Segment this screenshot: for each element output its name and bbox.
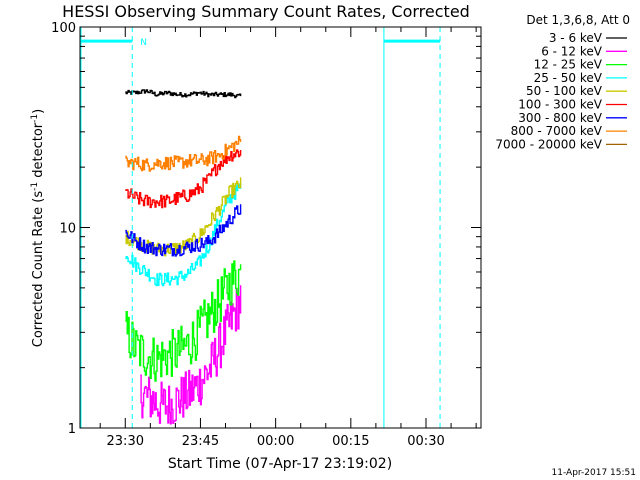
legend-label: 800 - 7000 keV: [511, 124, 603, 138]
indicator-layer: N: [80, 27, 441, 428]
series-line: [125, 89, 242, 99]
y-tick-label: 1: [68, 422, 76, 437]
indicator-label: N: [140, 38, 147, 48]
legend-label: 100 - 300 keV: [518, 98, 602, 112]
legend-header: Det 1,3,6,8, Att 0: [526, 13, 630, 27]
y-tick-label: 10: [59, 222, 76, 237]
y-axis-label-end: ): [31, 109, 46, 114]
series-line: [125, 135, 242, 172]
y-axis-label-mid: detector: [31, 122, 46, 182]
y-axis-label-sup: -1: [30, 182, 40, 191]
y-axis-label-sup2: -1: [30, 114, 40, 123]
legend-label: 25 - 50 keV: [534, 71, 603, 85]
y-tick-label: 100: [51, 21, 76, 36]
plot-frame: [79, 26, 482, 429]
y-axis-label-main: Corrected Count Rate (s: [31, 191, 46, 348]
series-line: [125, 204, 242, 257]
series-line: [125, 149, 242, 209]
x-axis: 23:30 23:45 00:00 00:15 00:30: [99, 27, 477, 449]
legend-label: 7000 - 20000 keV: [495, 137, 602, 151]
legend-label: 300 - 800 keV: [518, 111, 602, 125]
x-axis-label: Start Time (07-Apr-17 23:19:02): [168, 456, 392, 472]
x-tick-label: 00:30: [407, 434, 444, 449]
series-line: [125, 260, 242, 382]
x-tick-label: 00:15: [332, 434, 369, 449]
y-axis: 1 10 100: [51, 21, 481, 437]
x-tick-label: 23:30: [107, 434, 144, 449]
legend-label: 6 - 12 keV: [541, 44, 603, 58]
legend-label: 50 - 100 keV: [526, 84, 603, 98]
timestamp: 11-Apr-2017 15:51: [552, 468, 636, 478]
x-tick-label: 23:45: [182, 434, 219, 449]
legend-label: 3 - 6 keV: [549, 31, 603, 45]
x-tick-label: 00:00: [257, 434, 294, 449]
y-axis-label: Corrected Count Rate (s-1 detector-1): [30, 109, 46, 347]
chart-title: HESSI Observing Summary Count Rates, Cor…: [62, 2, 470, 21]
series-layer: [125, 89, 242, 425]
legend-label: 12 - 25 keV: [534, 58, 603, 72]
series-line: [140, 285, 242, 425]
series-line: [125, 177, 242, 257]
series-line: [125, 183, 242, 287]
